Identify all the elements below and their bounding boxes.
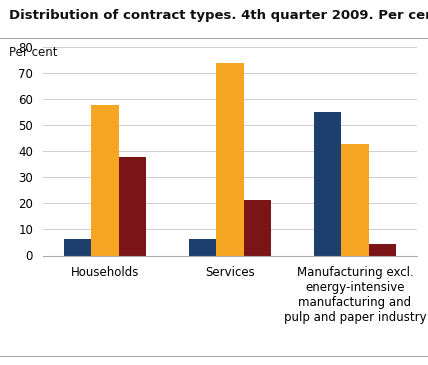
Bar xyxy=(92,105,119,256)
Bar xyxy=(244,200,271,255)
Text: Distribution of contract types. 4th quarter 2009. Per cent: Distribution of contract types. 4th quar… xyxy=(9,9,428,22)
Bar xyxy=(314,112,341,256)
Bar xyxy=(341,144,369,256)
Bar xyxy=(216,63,244,255)
Bar xyxy=(64,239,92,255)
Text: Per cent: Per cent xyxy=(9,46,57,59)
Bar xyxy=(369,244,396,256)
Bar xyxy=(119,157,146,256)
Bar xyxy=(189,239,216,255)
